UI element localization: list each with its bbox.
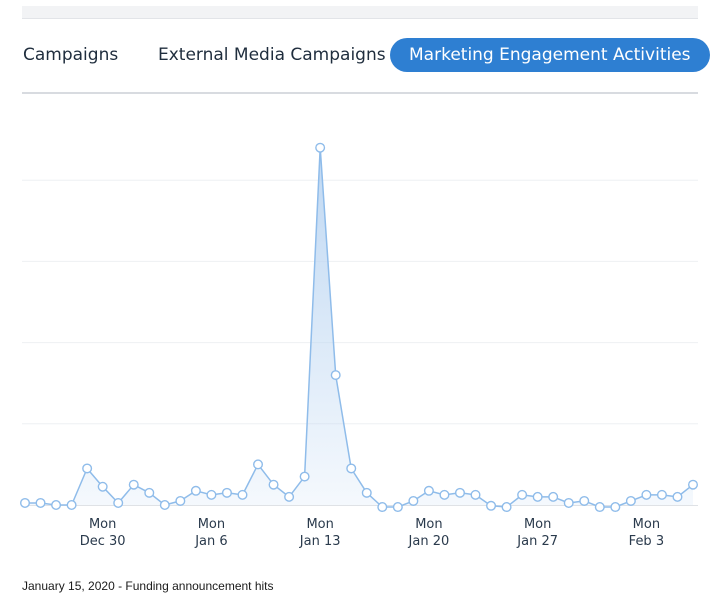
data-point (144, 487, 155, 498)
tab-external-media-campaigns[interactable]: External Media Campaigns (158, 45, 386, 65)
tabs-divider (22, 92, 698, 94)
data-point (315, 142, 326, 153)
x-tick-date: Jan 6 (194, 534, 227, 549)
data-point (221, 487, 232, 498)
data-point (672, 491, 683, 502)
data-point (594, 502, 605, 513)
x-tick-date: Jan 27 (516, 534, 558, 549)
tab-bar: Campaigns External Media Campaigns Marke… (0, 38, 723, 74)
data-point (563, 497, 574, 508)
tab-marketing-engagement-activities[interactable]: Marketing Engagement Activities (390, 38, 710, 72)
data-point (284, 491, 295, 502)
data-point (190, 485, 201, 496)
data-point (128, 479, 139, 490)
series-line (25, 146, 694, 508)
data-point (206, 489, 217, 500)
x-tick-date: Dec 30 (80, 534, 126, 549)
data-point (330, 370, 341, 381)
data-point (82, 463, 93, 474)
x-tick-day: Mon (633, 517, 660, 532)
data-point (439, 489, 450, 500)
chart-caption: January 15, 2020 - Funding announcement … (22, 579, 274, 593)
x-tick-day: Mon (415, 517, 442, 532)
data-point (268, 479, 279, 490)
data-point (175, 495, 186, 506)
x-tick-date: Jan 20 (408, 534, 450, 549)
data-point (377, 502, 388, 513)
data-point (361, 487, 372, 498)
data-point (66, 500, 77, 511)
data-point (610, 502, 621, 513)
x-tick-day: Mon (198, 517, 225, 532)
data-point (299, 471, 310, 482)
data-point (656, 489, 667, 500)
x-tick-day: Mon (89, 517, 116, 532)
data-point (51, 500, 62, 511)
data-point (392, 502, 403, 513)
data-point (113, 497, 124, 508)
data-point (532, 491, 543, 502)
data-point (35, 497, 46, 508)
data-point (253, 459, 264, 470)
data-point (501, 502, 512, 513)
data-point (517, 489, 528, 500)
data-point (579, 495, 590, 506)
x-tick-day: Mon (524, 517, 551, 532)
data-point (159, 500, 170, 511)
data-point (486, 500, 497, 511)
x-tick-day: Mon (306, 517, 333, 532)
data-point (408, 495, 419, 506)
data-point (423, 485, 434, 496)
data-point (454, 487, 465, 498)
data-point (237, 489, 248, 500)
data-point (346, 463, 357, 474)
data-point (97, 481, 108, 492)
x-tick-date: Feb 3 (629, 534, 664, 549)
data-point (548, 491, 559, 502)
x-tick-date: Jan 13 (299, 534, 341, 549)
top-toolbar-strip (22, 6, 698, 19)
data-point (641, 489, 652, 500)
data-point (688, 479, 699, 490)
series-area (25, 147, 693, 507)
data-point (625, 495, 636, 506)
engagement-line-chart: Mon Dec 30 Mon Jan 6 Mon Jan 13 Mon Jan 20 Mon Ja… (20, 142, 699, 549)
tab-campaigns[interactable]: Campaigns (23, 45, 119, 65)
data-point (470, 489, 481, 500)
data-point (20, 497, 31, 508)
